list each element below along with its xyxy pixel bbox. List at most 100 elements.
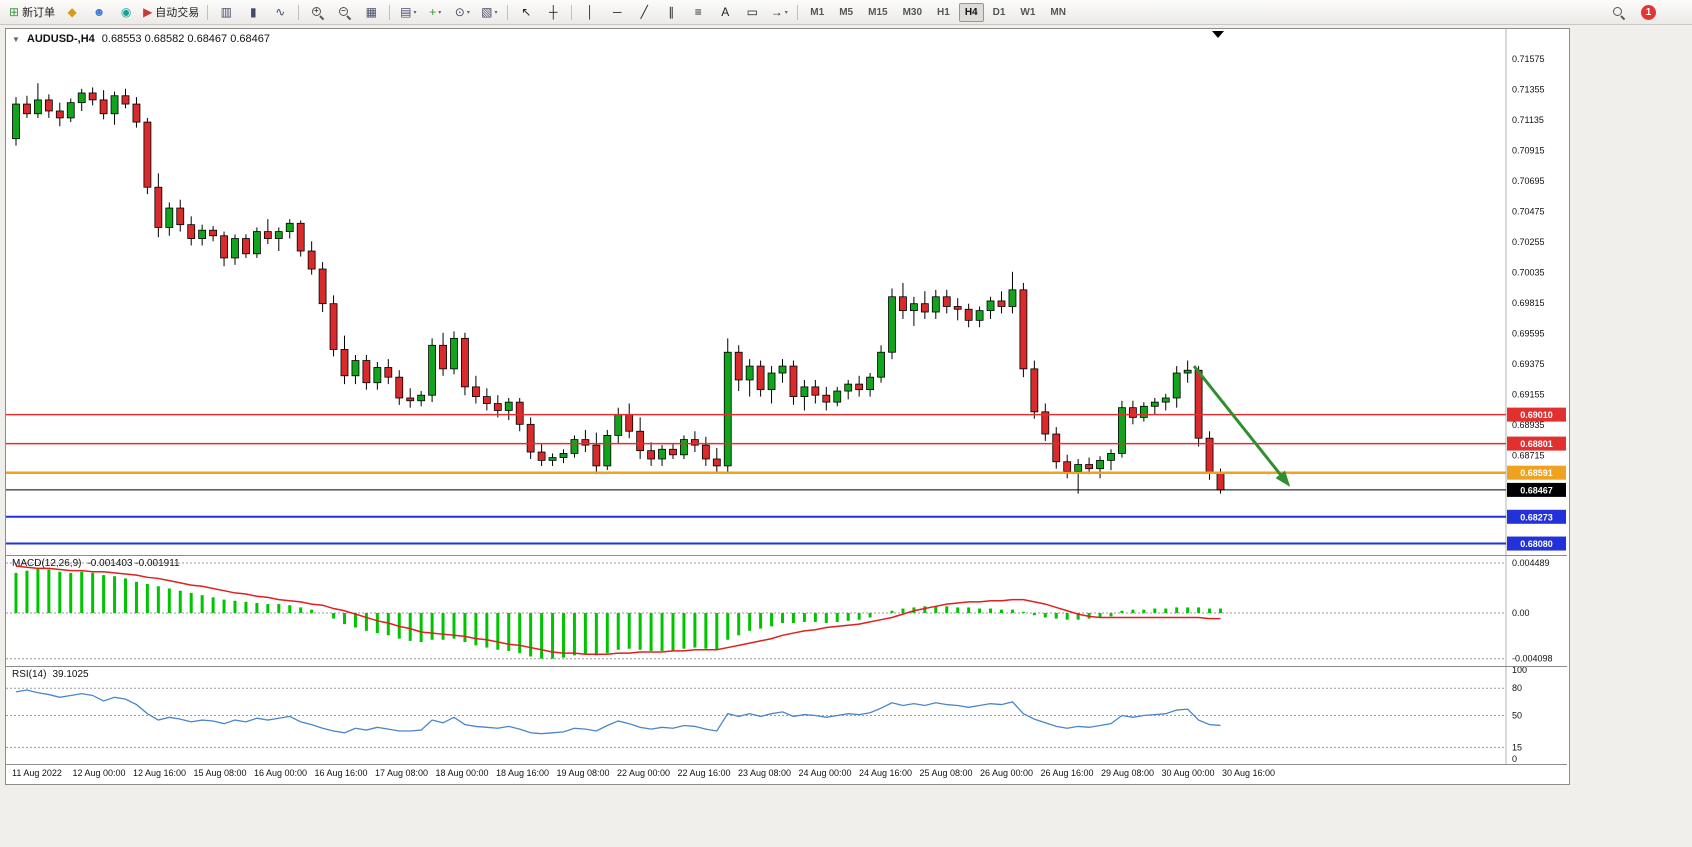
toolbar-separator bbox=[389, 4, 391, 20]
candle-up bbox=[680, 439, 688, 456]
crosshair-icon[interactable]: ┼ bbox=[540, 2, 566, 22]
price-line-0.68080[interactable]: 0.68080 bbox=[6, 536, 1566, 551]
candle-down bbox=[384, 367, 393, 378]
search-icon[interactable] bbox=[1605, 2, 1631, 22]
candle-up bbox=[1183, 369, 1192, 374]
bar-chart-icon[interactable]: ▥ bbox=[213, 2, 239, 22]
indicators-icon: + bbox=[429, 5, 437, 19]
timeframe-m30[interactable]: M30 bbox=[902, 6, 923, 18]
autotrade-button[interactable]: ▶ 自动交易 bbox=[140, 2, 202, 22]
line-chart-icon[interactable]: ∿ bbox=[267, 2, 293, 22]
rsi-panel[interactable]: 100 80 50 15 0 RSI(14) 39.1025 bbox=[6, 667, 1567, 765]
time-axis[interactable]: 11 Aug 2022 12 Aug 00:00 12 Aug 16:00 15 Au… bbox=[6, 765, 1567, 782]
price-line-0.68273[interactable]: 0.68273 bbox=[6, 509, 1566, 524]
candle-up bbox=[1008, 289, 1017, 307]
main-chart-panel[interactable]: 0.71575 0.71355 0.71135 0.70915 0.70695 0.704… bbox=[6, 29, 1567, 556]
price-line-0.68467[interactable]: 0.68467 bbox=[6, 482, 1566, 497]
candle-up bbox=[888, 296, 896, 353]
candle-up bbox=[1150, 401, 1159, 407]
tile-windows-icon[interactable]: ▦ bbox=[358, 2, 384, 22]
toolbar: ⊞ 新订单 ◆ ☻ ◉ ▶ 自动交易 ▥ ▮ ∿ + − ▦ ▤ ▾ + ▾ ⊙ ▾ ▧ ▾ ↖ ┼ │ ─ ╱ ∥ ≡ A ▭ → ▾ M1 M… bbox=[0, 0, 1692, 25]
candle-up bbox=[910, 303, 918, 312]
mql-market-icon[interactable]: ◆ bbox=[59, 2, 85, 22]
timeframe-d1[interactable]: D1 bbox=[992, 6, 1006, 18]
vertical-line-icon[interactable]: │ bbox=[577, 2, 603, 22]
trend-arrow[interactable] bbox=[1192, 365, 1291, 487]
candle-up bbox=[745, 365, 754, 381]
cursor-icon[interactable]: ↖ bbox=[513, 2, 539, 22]
timeframe-m15[interactable]: M15 bbox=[868, 6, 888, 18]
timeframe-m5[interactable]: M5 bbox=[839, 6, 854, 18]
fibonacci-icon[interactable]: ≡ bbox=[685, 2, 711, 22]
periods-icon[interactable]: ⊙ ▾ bbox=[449, 2, 475, 22]
horizontal-line-icon[interactable]: ─ bbox=[604, 2, 630, 22]
timeframe-h1[interactable]: H1 bbox=[937, 6, 950, 18]
indicators-icon[interactable]: + ▾ bbox=[422, 2, 448, 22]
new-order-button[interactable]: ⊞ 新订单 bbox=[6, 2, 58, 22]
text-tool-icon[interactable]: A bbox=[712, 2, 738, 22]
time-label: 22 Aug 16:00 bbox=[677, 768, 731, 778]
candle-down bbox=[121, 95, 130, 105]
candle-down bbox=[1194, 369, 1203, 439]
candle-up bbox=[504, 401, 513, 411]
candle-down bbox=[220, 235, 228, 259]
price-line-0.68591[interactable]: 0.68591 bbox=[6, 465, 1566, 480]
candle-up bbox=[986, 300, 995, 312]
profile-icon[interactable]: ☻ bbox=[86, 2, 112, 22]
line-chart-icon: ∿ bbox=[275, 5, 286, 19]
svg-text:0.68591: 0.68591 bbox=[1520, 468, 1553, 478]
svg-text:0.68467: 0.68467 bbox=[1520, 485, 1553, 495]
svg-text:0.70035: 0.70035 bbox=[1512, 268, 1545, 278]
timeframe-m1[interactable]: M1 bbox=[810, 6, 825, 18]
price-line-0.68801[interactable]: 0.68801 bbox=[6, 436, 1566, 451]
candle-up bbox=[877, 351, 885, 378]
notification-badge[interactable]: 1 bbox=[1641, 4, 1656, 20]
arrows-tool-icon[interactable]: → ▾ bbox=[766, 2, 792, 22]
macd-panel[interactable]: 0.004489 0.00 -0.004098 MACD(12,26,9) -0.0… bbox=[6, 556, 1567, 667]
candle-down bbox=[1052, 433, 1061, 463]
chart-shift-marker[interactable] bbox=[1212, 31, 1224, 38]
candle-up bbox=[450, 337, 458, 370]
candle-down bbox=[647, 450, 655, 460]
collapse-icon[interactable]: ▼ bbox=[12, 34, 20, 44]
channel-icon[interactable]: ∥ bbox=[658, 2, 684, 22]
toolbar-separator bbox=[797, 4, 799, 20]
profile-icon: ☻ bbox=[92, 5, 106, 19]
candlestick-chart-icon[interactable]: ▮ bbox=[240, 2, 266, 22]
candle-down bbox=[1063, 461, 1072, 472]
timeframe-h4[interactable]: H4 bbox=[958, 2, 984, 22]
zoom-out-icon[interactable]: − bbox=[331, 2, 357, 22]
candle-down bbox=[734, 351, 743, 381]
label-tool-icon[interactable]: ▭ bbox=[739, 2, 765, 22]
time-label: 12 Aug 16:00 bbox=[133, 768, 187, 778]
price-line-0.69010[interactable]: 0.69010 bbox=[6, 407, 1566, 422]
candle-up bbox=[1107, 453, 1115, 461]
time-label: 16 Aug 00:00 bbox=[254, 768, 308, 778]
templates-icon[interactable]: ▧ ▾ bbox=[476, 2, 502, 22]
candle-down bbox=[855, 383, 864, 391]
zoom-in-icon[interactable]: + bbox=[304, 2, 330, 22]
trendline-icon[interactable]: ╱ bbox=[631, 2, 657, 22]
timeframe-w1[interactable]: W1 bbox=[1020, 6, 1036, 18]
candle-up bbox=[373, 367, 382, 384]
candle-down bbox=[625, 414, 634, 432]
community-icon[interactable]: ◉ bbox=[113, 2, 139, 22]
profiles-icon[interactable]: ▤ ▾ bbox=[395, 2, 421, 22]
candle-down bbox=[406, 397, 415, 402]
candle-up bbox=[1096, 459, 1104, 470]
candle-up bbox=[800, 386, 809, 397]
channel-icon: ∥ bbox=[668, 5, 675, 19]
candle-down bbox=[691, 439, 699, 446]
time-label: 18 Aug 16:00 bbox=[496, 768, 550, 778]
toolbar-separator bbox=[298, 4, 300, 20]
candle-down bbox=[132, 103, 141, 123]
time-label: 22 Aug 00:00 bbox=[617, 768, 671, 778]
candle-down bbox=[461, 337, 469, 388]
time-label: 29 Aug 08:00 bbox=[1101, 768, 1155, 778]
timeframe-mn[interactable]: MN bbox=[1050, 6, 1066, 18]
candle-up bbox=[1172, 372, 1181, 399]
svg-text:0.69155: 0.69155 bbox=[1512, 390, 1545, 400]
candle-down bbox=[712, 458, 721, 467]
candle-down bbox=[439, 344, 447, 370]
candle-up bbox=[285, 222, 294, 233]
